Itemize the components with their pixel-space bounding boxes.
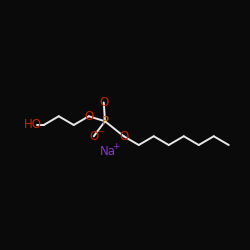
Text: HO: HO [24,118,42,132]
Text: O: O [119,130,128,143]
Text: Na: Na [100,145,116,158]
Text: P: P [102,115,108,128]
Text: +: + [112,142,119,151]
Text: O: O [99,96,108,109]
Text: −: − [97,127,104,136]
Text: O: O [84,110,94,123]
Text: O: O [89,130,99,143]
